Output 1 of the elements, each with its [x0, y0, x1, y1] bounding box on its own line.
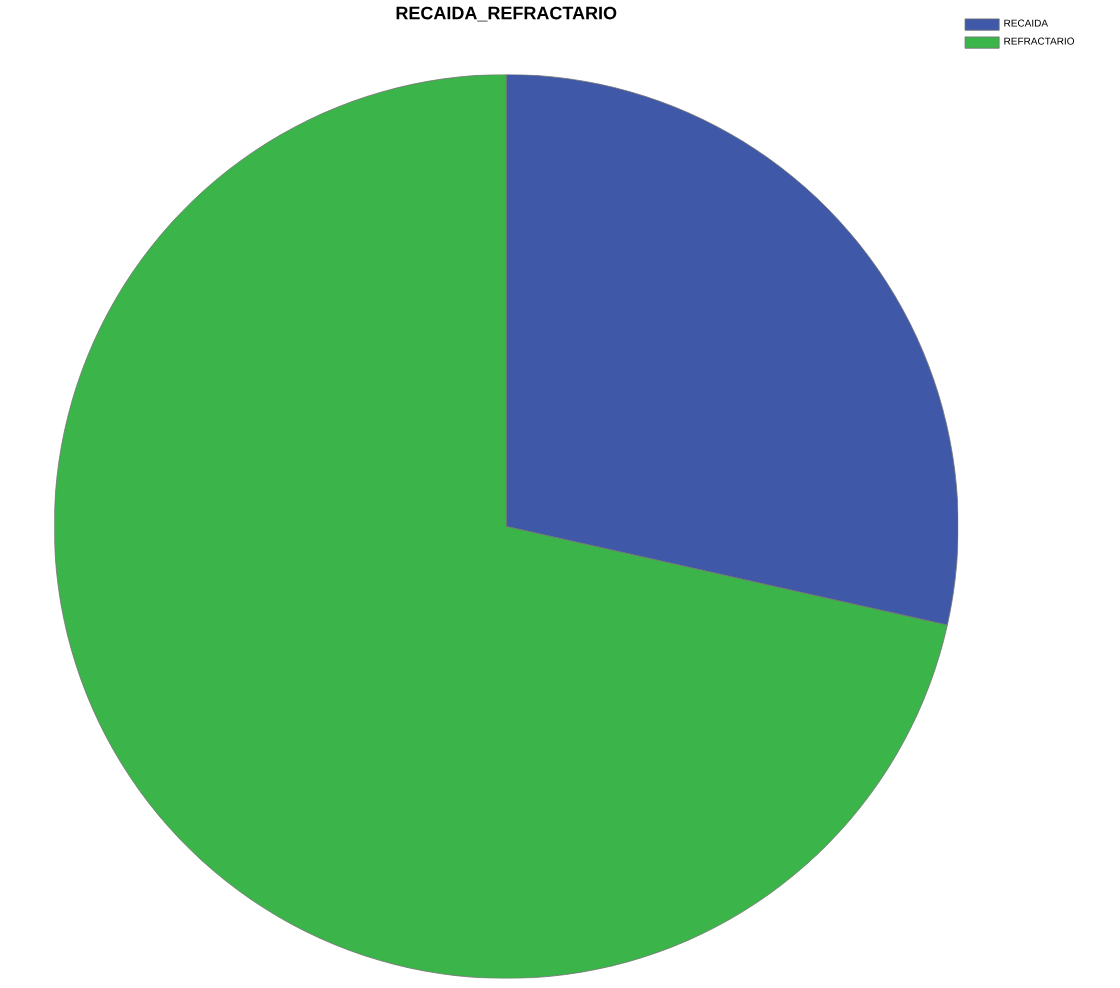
chart-title: RECAIDA_REFRACTARIO: [396, 6, 617, 22]
